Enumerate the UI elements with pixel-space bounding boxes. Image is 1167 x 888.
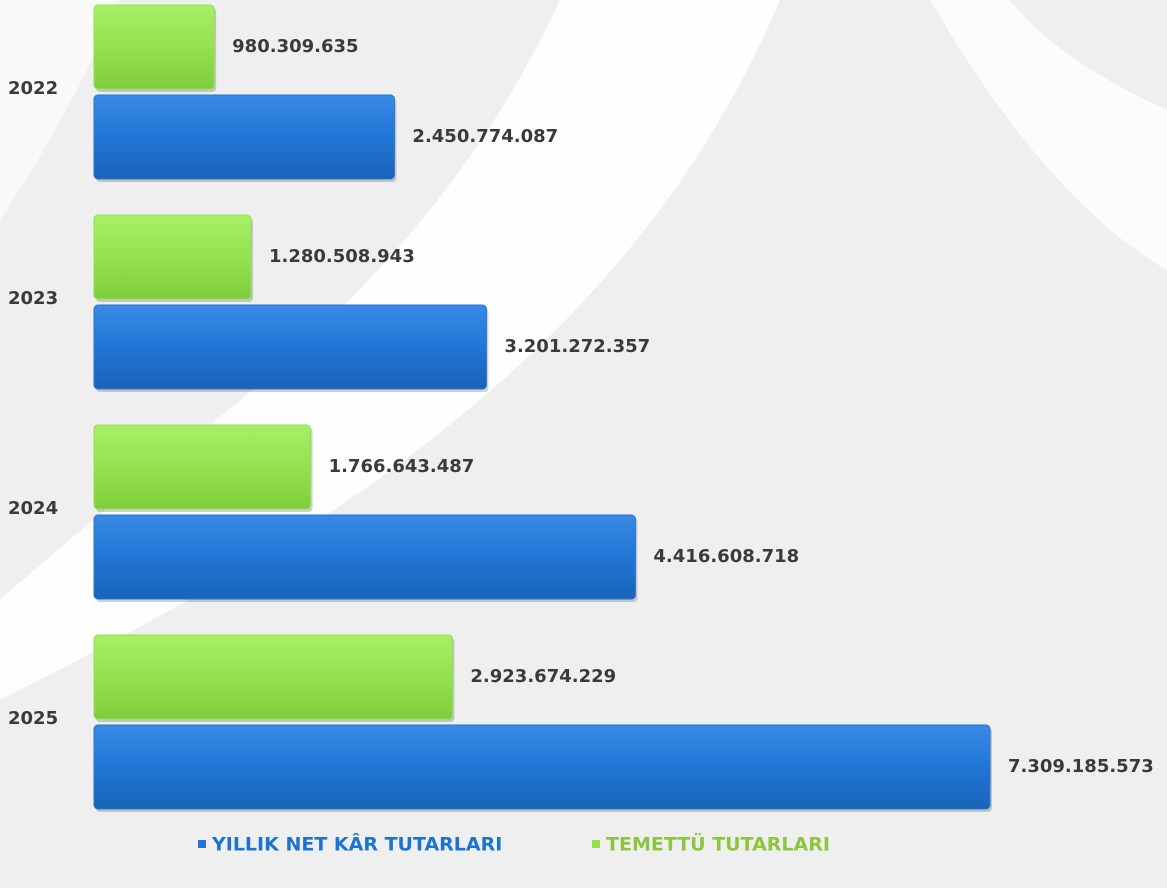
value-label: 7.309.185.573	[1008, 756, 1154, 777]
value-label: 3.201.272.357	[504, 336, 650, 357]
legend-label: TEMETTÜ TUTARLARI	[606, 832, 830, 856]
category-label: 2023	[8, 288, 58, 309]
category-label: 2024	[8, 498, 58, 519]
bar	[93, 424, 312, 510]
bar	[93, 214, 252, 300]
value-label: 980.309.635	[232, 36, 358, 57]
category-label: 2025	[8, 708, 58, 729]
bar	[93, 634, 453, 720]
swoosh	[0, 0, 120, 220]
legend-swatch	[592, 840, 600, 848]
bar	[93, 4, 215, 90]
bar	[93, 94, 395, 180]
plot: 2022 980.309.635 2.450.774.087 2023 1.280.50…	[8, 4, 1154, 812]
value-label: 4.416.608.718	[653, 546, 799, 567]
value-label: 1.280.508.943	[269, 246, 415, 267]
bar	[93, 304, 487, 390]
value-label: 1.766.643.487	[329, 456, 475, 477]
swoosh	[930, 0, 1167, 270]
value-label: 2.923.674.229	[470, 666, 616, 687]
bar	[93, 514, 636, 600]
category-label: 2022	[8, 78, 58, 99]
value-label: 2.450.774.087	[412, 126, 558, 147]
legend-swatch	[198, 840, 206, 848]
legend-label: YILLIK NET KÂR TUTARLARI	[211, 833, 502, 856]
legend: YILLIK NET KÂR TUTARLARI TEMETTÜ TUTARLAR…	[198, 832, 830, 856]
bar	[93, 724, 991, 810]
